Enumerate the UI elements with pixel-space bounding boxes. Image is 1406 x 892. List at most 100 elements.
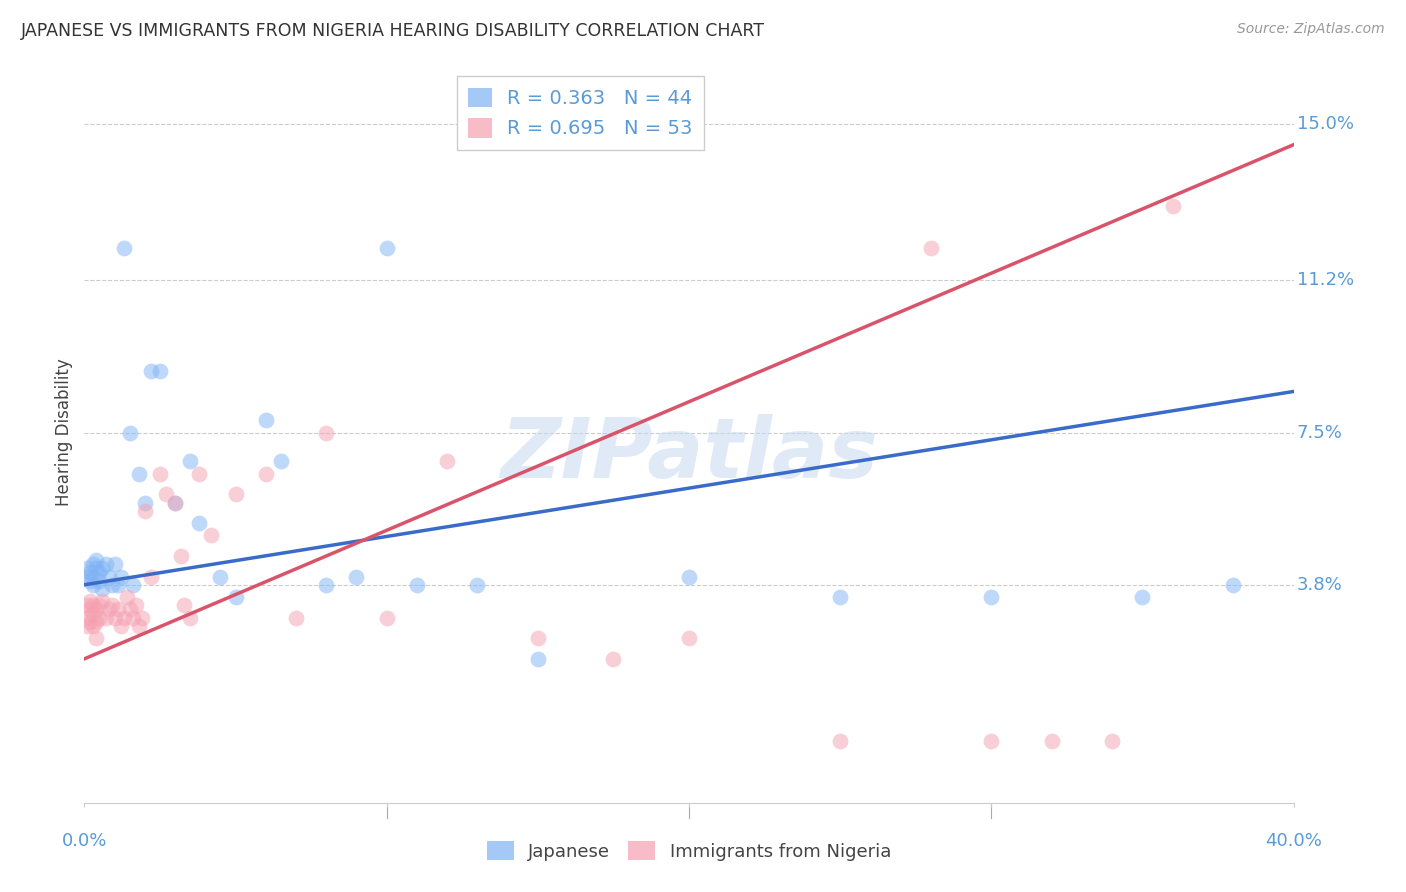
Point <box>225 590 247 604</box>
Point <box>76 611 98 625</box>
Text: 7.5%: 7.5% <box>1296 424 1343 442</box>
Point <box>91 561 114 575</box>
Point <box>86 632 108 646</box>
Point <box>209 569 232 583</box>
Point <box>82 558 104 572</box>
Point <box>107 602 129 616</box>
Point <box>678 569 700 583</box>
Point <box>602 652 624 666</box>
Point <box>375 240 398 255</box>
Point <box>346 569 368 583</box>
Point <box>134 495 156 509</box>
Point <box>375 611 398 625</box>
Point <box>165 495 187 509</box>
Point <box>179 611 201 625</box>
Point <box>225 487 247 501</box>
Point <box>89 611 111 625</box>
Point <box>76 619 98 633</box>
Point <box>1101 734 1123 748</box>
Point <box>139 569 162 583</box>
Point <box>107 578 129 592</box>
Point <box>188 467 211 481</box>
Point <box>920 240 942 255</box>
Point <box>91 582 114 596</box>
Point <box>82 599 104 613</box>
Point <box>82 619 104 633</box>
Point <box>188 516 211 530</box>
Point <box>170 549 193 563</box>
Point <box>86 615 108 629</box>
Text: ZIPatlas: ZIPatlas <box>501 414 877 495</box>
Point <box>82 607 104 621</box>
Point <box>254 467 277 481</box>
Point <box>149 467 172 481</box>
Text: 40.0%: 40.0% <box>1265 831 1322 849</box>
Text: 0.0%: 0.0% <box>62 831 107 849</box>
Text: JAPANESE VS IMMIGRANTS FROM NIGERIA HEARING DISABILITY CORRELATION CHART: JAPANESE VS IMMIGRANTS FROM NIGERIA HEAR… <box>21 22 765 40</box>
Point <box>110 619 132 633</box>
Point <box>86 561 108 575</box>
Point <box>79 574 101 588</box>
Point <box>97 569 120 583</box>
Point <box>179 454 201 468</box>
Point <box>139 364 162 378</box>
Point <box>82 569 104 583</box>
Point <box>94 611 117 625</box>
Point <box>76 561 98 575</box>
Point <box>91 594 114 608</box>
Point <box>155 487 177 501</box>
Point <box>134 504 156 518</box>
Point <box>86 602 108 616</box>
Point <box>270 454 292 468</box>
Point <box>173 599 195 613</box>
Point <box>131 611 153 625</box>
Point <box>406 578 429 592</box>
Point <box>121 578 143 592</box>
Point <box>76 599 98 613</box>
Point <box>467 578 489 592</box>
Point <box>86 553 108 567</box>
Point <box>104 611 127 625</box>
Point <box>76 569 98 583</box>
Point <box>94 558 117 572</box>
Point <box>100 578 122 592</box>
Point <box>121 611 143 625</box>
Point <box>104 558 127 572</box>
Point <box>830 590 852 604</box>
Point <box>89 574 111 588</box>
Point <box>118 602 141 616</box>
Text: Source: ZipAtlas.com: Source: ZipAtlas.com <box>1237 22 1385 37</box>
Point <box>110 569 132 583</box>
Point <box>149 364 172 378</box>
Point <box>97 602 120 616</box>
Point <box>82 578 104 592</box>
Text: 15.0%: 15.0% <box>1296 115 1354 133</box>
Legend: Japanese, Immigrants from Nigeria: Japanese, Immigrants from Nigeria <box>479 834 898 868</box>
Point <box>980 590 1002 604</box>
Point <box>254 413 277 427</box>
Text: 3.8%: 3.8% <box>1296 576 1343 594</box>
Point <box>79 615 101 629</box>
Point <box>678 632 700 646</box>
Point <box>79 566 101 580</box>
Point <box>128 467 150 481</box>
Point <box>112 611 135 625</box>
Point <box>118 425 141 440</box>
Point <box>315 578 337 592</box>
Point <box>165 495 187 509</box>
Point <box>1161 199 1184 213</box>
Point <box>100 599 122 613</box>
Point <box>115 590 138 604</box>
Point <box>125 599 148 613</box>
Point <box>527 652 550 666</box>
Point <box>1222 578 1244 592</box>
Point <box>1130 590 1153 604</box>
Text: 11.2%: 11.2% <box>1296 271 1354 289</box>
Point <box>200 528 222 542</box>
Point <box>315 425 337 440</box>
Point <box>89 599 111 613</box>
Point <box>285 611 308 625</box>
Point <box>830 734 852 748</box>
Point <box>527 632 550 646</box>
Point <box>128 619 150 633</box>
